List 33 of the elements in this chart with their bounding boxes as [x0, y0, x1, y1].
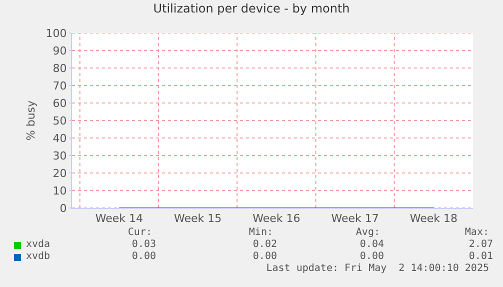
legend-label: xvdb: [26, 251, 50, 262]
y-tick-label: 40: [52, 132, 67, 145]
y-tick-label: 30: [52, 149, 67, 162]
text: 0.02: [252, 239, 277, 250]
text: 0.00: [252, 251, 277, 262]
text: 2.07: [468, 239, 493, 250]
text: Cur:: [128, 227, 152, 238]
text: 0.04: [360, 239, 384, 250]
x-tick-label: Week 17: [331, 212, 379, 226]
y-tick-label: 0: [60, 202, 67, 215]
y-tick-label: 50: [52, 114, 67, 128]
y-tick-label: 80: [52, 62, 67, 75]
y-tick-label: 20: [52, 166, 67, 180]
text: Last update: Fri May 2 14:00:10 2025: [266, 263, 489, 274]
text: Avg:: [356, 227, 380, 238]
text: 0.01: [468, 251, 493, 262]
x-tick-label: Week 15: [174, 212, 222, 226]
y-tick-label: 60: [52, 96, 67, 110]
text: Min:: [248, 227, 273, 238]
x-tick-label: Week 18: [410, 212, 458, 226]
y-tick-label: 10: [52, 184, 67, 198]
y-tick-label: 100: [46, 26, 67, 40]
text: Max:: [464, 227, 489, 238]
text: 0.00: [132, 251, 156, 262]
y-axis-title: % busy: [24, 100, 38, 141]
y-tick-label: 70: [52, 79, 67, 92]
y-tick-label: 90: [52, 44, 67, 58]
text: 0.00: [360, 251, 384, 262]
x-tick-label: Week 16: [252, 212, 300, 226]
text: 0.03: [132, 239, 156, 250]
legend-label: xvda: [26, 239, 50, 250]
x-tick-label: Week 14: [95, 212, 143, 226]
chart-title: Utilization per device - by month: [153, 2, 350, 16]
